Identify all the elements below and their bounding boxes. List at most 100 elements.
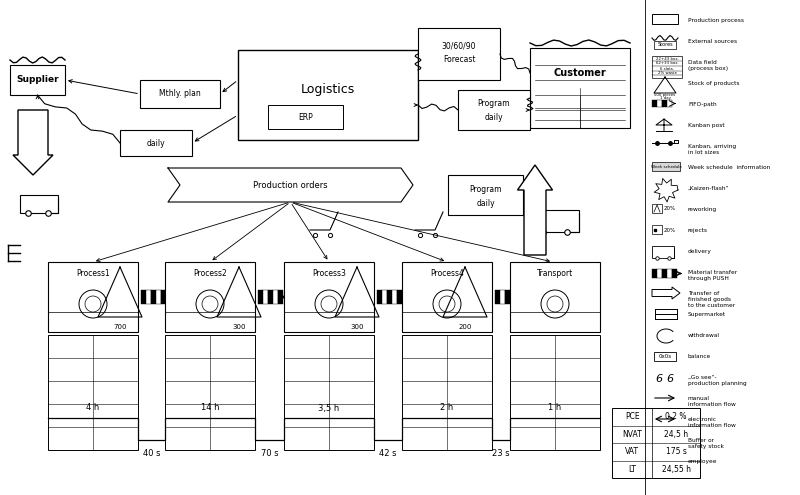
FancyBboxPatch shape — [662, 100, 667, 107]
FancyBboxPatch shape — [397, 290, 402, 304]
Text: Kanban, arriving
in lot sizes: Kanban, arriving in lot sizes — [688, 144, 736, 155]
FancyBboxPatch shape — [652, 204, 662, 213]
Text: Program: Program — [470, 185, 502, 194]
Text: 20%: 20% — [664, 206, 676, 211]
FancyArrow shape — [13, 110, 53, 175]
FancyBboxPatch shape — [510, 335, 600, 450]
Text: Kanban post: Kanban post — [688, 123, 725, 128]
FancyBboxPatch shape — [156, 290, 161, 304]
FancyBboxPatch shape — [505, 290, 510, 304]
FancyBboxPatch shape — [510, 262, 600, 332]
FancyBboxPatch shape — [238, 50, 418, 140]
Text: Process4: Process4 — [430, 269, 464, 279]
Text: 500 pieces: 500 pieces — [654, 93, 675, 97]
FancyBboxPatch shape — [392, 290, 397, 304]
Text: Production orders: Production orders — [253, 181, 328, 190]
FancyBboxPatch shape — [10, 65, 65, 95]
FancyBboxPatch shape — [448, 175, 523, 215]
Text: Stores: Stores — [657, 43, 673, 48]
Text: 3,5 h: 3,5 h — [318, 403, 340, 412]
FancyBboxPatch shape — [120, 130, 192, 156]
Text: 4 h: 4 h — [86, 403, 100, 412]
FancyBboxPatch shape — [652, 56, 682, 78]
Polygon shape — [168, 168, 413, 202]
FancyArrow shape — [652, 287, 680, 299]
Text: Buffer or
safety stock: Buffer or safety stock — [688, 438, 724, 449]
Text: 24,55 h: 24,55 h — [662, 465, 690, 474]
Text: Week schedule  information: Week schedule information — [688, 165, 770, 170]
FancyBboxPatch shape — [402, 262, 492, 332]
Text: employee: employee — [688, 459, 718, 464]
Text: Supplier: Supplier — [16, 76, 59, 85]
Text: „Kaizen-flash“: „Kaizen-flash“ — [688, 186, 730, 191]
Text: 6 slots.: 6 slots. — [660, 66, 674, 70]
Text: Data field
(process box): Data field (process box) — [688, 60, 728, 71]
FancyBboxPatch shape — [652, 162, 680, 171]
FancyBboxPatch shape — [161, 290, 166, 304]
Text: Mthly. plan: Mthly. plan — [159, 90, 201, 99]
Text: Forecast: Forecast — [442, 55, 475, 64]
Text: 2% waste: 2% waste — [658, 71, 677, 76]
Text: rejects: rejects — [688, 228, 708, 233]
Text: 42 s: 42 s — [379, 448, 397, 457]
FancyBboxPatch shape — [258, 290, 263, 304]
Text: VAT: VAT — [626, 447, 639, 456]
FancyBboxPatch shape — [48, 262, 138, 332]
Text: 6: 6 — [666, 374, 674, 384]
Text: „Go see“-
production planning: „Go see“- production planning — [688, 375, 746, 386]
Text: Production process: Production process — [688, 18, 744, 23]
FancyBboxPatch shape — [662, 269, 667, 278]
FancyBboxPatch shape — [612, 408, 700, 478]
FancyBboxPatch shape — [652, 14, 678, 24]
FancyBboxPatch shape — [458, 90, 530, 130]
Text: daily: daily — [476, 198, 495, 207]
Text: 23 s: 23 s — [492, 448, 510, 457]
Text: electronic
information flow: electronic information flow — [688, 417, 736, 428]
FancyBboxPatch shape — [284, 335, 374, 450]
FancyBboxPatch shape — [652, 225, 662, 234]
FancyBboxPatch shape — [268, 290, 273, 304]
FancyBboxPatch shape — [654, 41, 676, 49]
FancyArrow shape — [518, 165, 553, 255]
Text: 62+33 box.: 62+33 box. — [656, 61, 678, 65]
Text: 0x0s: 0x0s — [658, 354, 671, 359]
Text: NVAT: NVAT — [622, 430, 642, 439]
FancyBboxPatch shape — [141, 290, 146, 304]
Text: daily: daily — [485, 113, 503, 122]
FancyBboxPatch shape — [657, 434, 673, 452]
Text: Transport: Transport — [537, 269, 573, 279]
Text: Process2: Process2 — [193, 269, 227, 279]
FancyBboxPatch shape — [165, 262, 255, 332]
Text: 6: 6 — [655, 374, 662, 384]
FancyBboxPatch shape — [667, 100, 672, 107]
FancyBboxPatch shape — [530, 48, 630, 128]
Text: Logistics: Logistics — [301, 84, 355, 97]
FancyBboxPatch shape — [284, 262, 374, 332]
Text: ERP: ERP — [298, 112, 313, 121]
Text: 300: 300 — [350, 324, 364, 330]
Text: 2 h: 2 h — [440, 403, 454, 412]
FancyBboxPatch shape — [377, 290, 382, 304]
FancyBboxPatch shape — [273, 290, 278, 304]
FancyBboxPatch shape — [500, 290, 505, 304]
FancyBboxPatch shape — [418, 28, 500, 80]
Text: 175 s: 175 s — [666, 447, 686, 456]
FancyBboxPatch shape — [652, 100, 657, 107]
Text: 700: 700 — [114, 324, 126, 330]
Text: withdrawal: withdrawal — [688, 333, 720, 338]
Text: External sources: External sources — [688, 39, 737, 44]
Text: Stock of products: Stock of products — [688, 81, 739, 86]
FancyBboxPatch shape — [278, 290, 283, 304]
FancyBboxPatch shape — [654, 352, 676, 361]
Text: 40 s: 40 s — [142, 448, 160, 457]
Text: 30/60/90: 30/60/90 — [442, 42, 476, 50]
Text: delivery: delivery — [688, 249, 712, 254]
Text: 1 day: 1 day — [659, 96, 670, 100]
Text: Program: Program — [478, 99, 510, 108]
Text: Material transfer
through PUSH: Material transfer through PUSH — [688, 270, 737, 281]
FancyBboxPatch shape — [165, 335, 255, 450]
Text: daily: daily — [146, 139, 166, 148]
Text: Process1: Process1 — [76, 269, 110, 279]
FancyBboxPatch shape — [652, 246, 674, 258]
FancyBboxPatch shape — [387, 290, 392, 304]
